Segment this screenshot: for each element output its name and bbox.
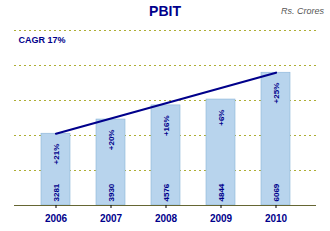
svg-text:+16%: +16% <box>162 115 171 136</box>
svg-text:2010: 2010 <box>265 213 288 224</box>
svg-text:4844: 4844 <box>217 183 226 201</box>
svg-text:+6%: +6% <box>217 110 226 126</box>
svg-text:+20%: +20% <box>107 130 116 151</box>
svg-text:2009: 2009 <box>210 213 233 224</box>
svg-text:+21%: +21% <box>52 144 61 165</box>
svg-text:4576: 4576 <box>162 183 171 201</box>
svg-text:2008: 2008 <box>155 213 178 224</box>
svg-text:2007: 2007 <box>100 213 123 224</box>
svg-text:3281: 3281 <box>52 183 61 201</box>
html-text:Rs. Crores: Rs. Crores <box>281 6 324 16</box>
svg-text:CAGR 17%: CAGR 17% <box>19 35 66 45</box>
svg-text:2006: 2006 <box>45 213 68 224</box>
svg-text:3930: 3930 <box>107 183 116 201</box>
svg-text:+25%: +25% <box>272 83 281 104</box>
svg-text:6069: 6069 <box>272 183 281 201</box>
html-text:PBIT: PBIT <box>149 3 181 19</box>
